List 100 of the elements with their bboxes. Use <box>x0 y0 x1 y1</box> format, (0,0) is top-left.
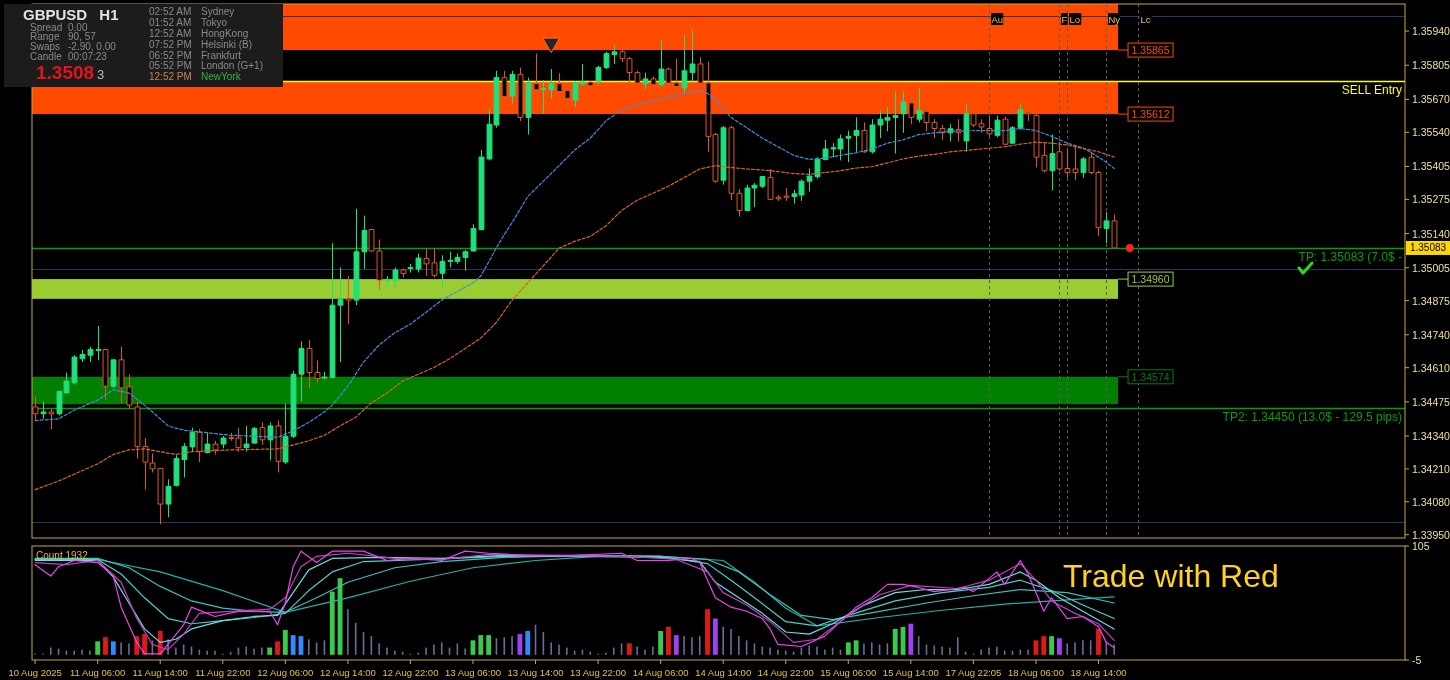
annotation: Frankfurt <box>201 49 242 61</box>
candlestick <box>853 116 860 153</box>
annotation: Tokyo <box>201 17 228 29</box>
candlestick <box>642 72 649 90</box>
candlestick <box>908 101 915 125</box>
bar <box>275 641 280 655</box>
candlestick <box>658 39 665 87</box>
ref-line-label: TP2: 1.34450 (13.0$ - 129.5 pips) <box>1222 410 1402 425</box>
ref-line-label: SELL Entry <box>1341 83 1402 98</box>
annotation: -2.90, 0.00 <box>68 41 117 53</box>
y-tick-label: 1.34475 <box>1412 395 1450 408</box>
band-label: 1.34960 <box>1131 273 1170 286</box>
candlestick <box>400 267 407 279</box>
x-tick-label: 11 Aug 06:00 <box>70 666 126 678</box>
candlestick <box>587 80 594 92</box>
candlestick <box>220 435 227 449</box>
annotation: Lc <box>1140 13 1151 25</box>
annotation: 12:52 AM <box>149 27 192 39</box>
y-tick-label: 1.34875 <box>1412 294 1450 307</box>
candlestick <box>1080 156 1087 179</box>
line-series <box>34 89 1115 438</box>
candlestick <box>110 358 117 389</box>
annotation: Ny <box>1108 13 1121 25</box>
annotation: 1.35083 <box>1409 242 1447 254</box>
candlestick <box>345 275 352 325</box>
candlestick <box>165 478 172 518</box>
x-tick-label: 13 Aug 14:00 <box>507 666 564 678</box>
candlestick <box>1111 214 1118 249</box>
y-tick-label: 1.35140 <box>1412 227 1450 240</box>
candlestick <box>861 121 868 154</box>
annotation: HongKong <box>201 27 249 39</box>
annotation: Sydney <box>201 6 235 18</box>
y-tick-label: 1.34210 <box>1412 462 1450 475</box>
candlestick <box>963 103 970 153</box>
candlestick <box>40 401 47 420</box>
y-tick-label: 1.34740 <box>1412 328 1450 341</box>
candlestick <box>102 348 109 401</box>
y-tick-label: 1.35540 <box>1412 126 1450 139</box>
candlestick <box>525 77 532 136</box>
annotation: 0.00 <box>68 21 88 33</box>
annotation: Trade with Red <box>1063 558 1279 594</box>
ref-line-label: TP: 1.35083 (7.0$ - <box>1298 249 1402 264</box>
bar <box>666 626 671 655</box>
x-tick-label: 14 Aug 06:00 <box>632 666 689 678</box>
band-label: 1.34574 <box>1131 370 1170 383</box>
y-tick-label: 1.34080 <box>1412 495 1450 508</box>
annotation: 05:52 PM <box>149 60 192 72</box>
bar <box>1096 628 1101 655</box>
annotation: 90, 57 <box>68 31 97 43</box>
candlestick <box>509 70 516 105</box>
bar <box>705 609 710 655</box>
band-label: 1.35865 <box>1131 44 1170 57</box>
candlestick <box>259 421 266 446</box>
y-tick-label: 1.35940 <box>1412 25 1450 38</box>
candlestick <box>994 115 1001 138</box>
x-tick-label: 13 Aug 06:00 <box>444 666 501 678</box>
annotation: F <box>1061 13 1068 25</box>
y-tick-label: 1.33950 <box>1412 528 1450 541</box>
candlestick <box>900 91 907 134</box>
candlestick <box>275 420 282 473</box>
text: GBPUSD H1 <box>23 5 119 23</box>
x-tick-label: 12 Aug 06:00 <box>257 666 314 678</box>
x-tick-label: 13 Aug 22:00 <box>570 666 627 678</box>
annotation: 3 <box>97 66 105 82</box>
annotation: 02:52 AM <box>149 6 192 18</box>
x-tick-label: 15 Aug 14:00 <box>882 666 939 678</box>
annotation: Helsinki (B) <box>201 38 253 50</box>
annotation: Swaps <box>30 41 61 53</box>
annotation: Range <box>30 31 60 43</box>
candlestick <box>32 396 39 422</box>
y-tick-label: -5 <box>1412 654 1422 666</box>
annotation: 06:52 PM <box>149 49 192 61</box>
x-tick-label: 18 Aug 14:00 <box>1070 666 1127 678</box>
candlestick <box>48 408 55 430</box>
annotation: 12:52 PM <box>149 71 192 83</box>
candlestick <box>501 70 508 103</box>
annotation: 1.3508 <box>36 61 95 83</box>
x-tick-label: 14 Aug 22:00 <box>757 666 814 678</box>
x-tick-label: 14 Aug 14:00 <box>695 666 752 678</box>
annotation: NewYork <box>201 71 242 83</box>
annotation: Lo <box>1069 13 1081 25</box>
annotation: 01:52 AM <box>149 17 192 29</box>
x-tick-label: 10 Aug 2025 <box>8 666 62 678</box>
candlestick <box>267 421 274 461</box>
annotation: London (G+1) <box>201 60 263 72</box>
candlestick <box>947 123 954 142</box>
x-tick-label: 11 Aug 14:00 <box>132 666 188 678</box>
candlestick <box>212 440 219 455</box>
candlestick <box>533 53 540 96</box>
y-tick-label: 1.34610 <box>1412 361 1450 374</box>
band-label: 1.35612 <box>1131 108 1170 121</box>
candlestick <box>1103 211 1110 244</box>
candlestick <box>196 428 203 463</box>
y-tick-label: 1.35405 <box>1412 160 1450 173</box>
y-tick-label: 1.34340 <box>1412 430 1450 443</box>
candlestick <box>517 67 524 122</box>
y-tick-label: 1.35670 <box>1412 93 1450 106</box>
x-tick-label: 11 Aug 22:00 <box>195 666 251 678</box>
x-tick-label: 12 Aug 22:00 <box>382 666 439 678</box>
annotation: 00:07:23 <box>68 51 108 63</box>
